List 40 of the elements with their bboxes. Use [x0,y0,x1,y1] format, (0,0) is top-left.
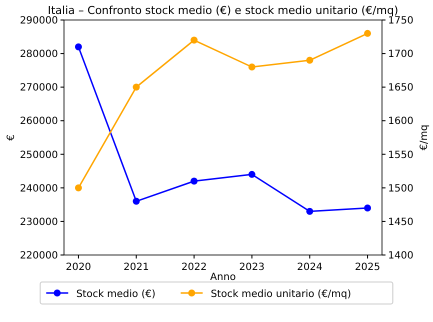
point [364,30,372,37]
y2-tick-label: 1550 [388,150,414,161]
point [74,43,82,50]
point [364,204,372,212]
y-tick-label: 230000 [20,216,58,228]
x-tick-label: 2022 [181,262,207,273]
y2-tick-label: 1500 [388,183,414,194]
y-axis-title: € [6,134,17,141]
point [132,84,140,91]
y-tick-label: 270000 [20,82,58,94]
y2-tick-label: 1750 [388,16,414,26]
point [132,198,140,205]
y-tick-label: 280000 [20,49,58,60]
x-tick-label: 2024 [297,262,322,273]
x-axis-title: Anno [210,272,236,283]
y-tick-label: 250000 [20,150,58,161]
x-tick-label: 2023 [239,262,265,273]
point [306,208,314,215]
y2-tick-label: 1600 [388,116,414,128]
point [248,64,256,70]
legend-label: Stock medio unitario (€/mq) [210,289,352,300]
y-tick-label: 240000 [20,183,58,194]
x-tick-label: 2020 [66,262,92,273]
y-tick-label: 220000 [20,250,58,262]
legend-label: Stock medio (€) [76,289,156,300]
x-tick-label: 2021 [124,262,149,273]
chart-title: Italia – Confronto stock medio (€) e stock medio unitario (€/mq) [48,4,398,17]
point [74,184,82,192]
y2-tick-label: 1700 [388,49,414,60]
y-tick-label: 260000 [20,116,58,128]
x-tick-label: 2025 [354,262,380,273]
y2-tick-label: 1450 [388,216,414,228]
y2-axis-title: €/mq [419,124,430,150]
point [306,56,314,64]
y2-tick-label: 1400 [388,250,414,262]
y2-tick-label: 1650 [388,82,414,94]
point [190,36,198,44]
point [248,170,256,178]
point [190,178,198,185]
y-tick-label: 290000 [20,16,58,26]
